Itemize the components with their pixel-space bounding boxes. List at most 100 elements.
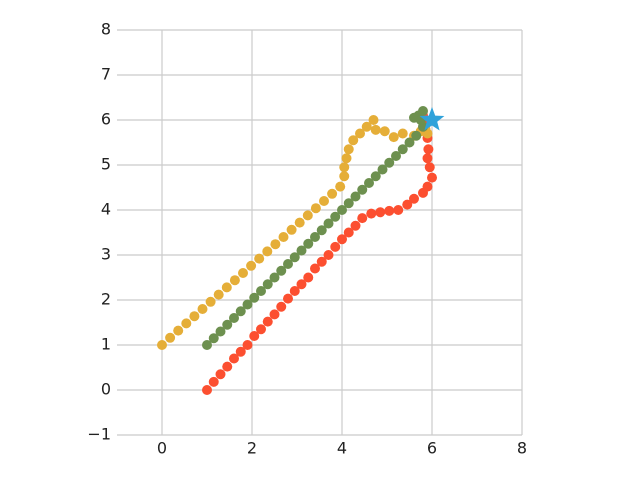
y-tick-label: 7 [101,65,111,84]
point [213,289,224,300]
point [262,316,273,327]
point [181,318,192,329]
point [316,256,327,267]
point [283,293,293,304]
point [294,217,305,228]
point [249,292,260,303]
point [222,319,233,330]
point [208,333,219,344]
x-tick-label: 0 [157,439,167,458]
point [423,144,434,155]
point [249,331,260,341]
point [319,196,329,206]
series [157,115,433,350]
point [375,207,386,218]
point [229,353,239,364]
point [242,299,253,310]
point [397,144,408,155]
y-tick-label: 1 [101,335,111,354]
point [289,286,300,296]
point [335,181,346,192]
point [348,135,359,146]
point [391,151,401,161]
point [286,224,297,235]
point [165,332,176,343]
point [339,171,350,182]
point [350,191,361,202]
point [366,208,377,219]
point [422,181,433,192]
point [202,385,212,395]
point [189,311,200,322]
point [269,272,280,283]
point [270,239,281,250]
point [323,218,334,229]
point [388,132,399,143]
star-marker [419,107,445,131]
point [215,326,226,337]
point [337,234,347,245]
point [246,260,257,271]
point [238,268,248,278]
point [357,184,368,195]
point [377,164,388,175]
point [235,306,246,317]
series [202,106,428,350]
point [276,265,287,276]
point [256,324,266,335]
point [310,263,320,274]
point [384,157,395,168]
point [173,325,184,336]
point [202,340,212,350]
point [242,340,253,350]
point [337,205,347,215]
point [404,137,415,148]
x-tick-label: 4 [337,439,347,458]
y-tick-label: 6 [101,110,111,129]
point [364,178,374,188]
point [330,241,341,252]
point [296,279,307,290]
point [310,203,321,214]
point [262,279,273,290]
point [303,238,314,249]
point [310,232,320,242]
y-tick-label: 0 [101,380,111,399]
point [327,188,338,199]
point [355,128,365,139]
point [393,205,404,215]
point [229,275,240,286]
point [197,304,208,314]
point [418,106,428,116]
point [379,126,390,137]
x-tick-label: 2 [247,439,257,458]
point [411,130,422,141]
point [427,172,437,183]
point [262,246,273,257]
point [278,232,289,242]
point [370,171,381,182]
point [316,225,327,236]
point [283,259,293,269]
x-tick-label: 6 [427,439,437,458]
point [397,128,408,139]
series [419,107,445,131]
y-tick-label: 2 [101,290,111,309]
y-tick-label: −1 [87,425,111,444]
point [357,213,368,224]
point [343,144,354,155]
point [339,162,350,173]
point [289,252,300,263]
point [422,153,433,164]
point [296,245,307,256]
point [343,227,354,238]
point [222,361,233,372]
y-tick-label: 5 [101,155,111,174]
point [269,309,280,320]
point [229,313,239,323]
point [208,376,219,387]
point [276,301,287,312]
point [341,153,352,164]
point [235,346,246,357]
